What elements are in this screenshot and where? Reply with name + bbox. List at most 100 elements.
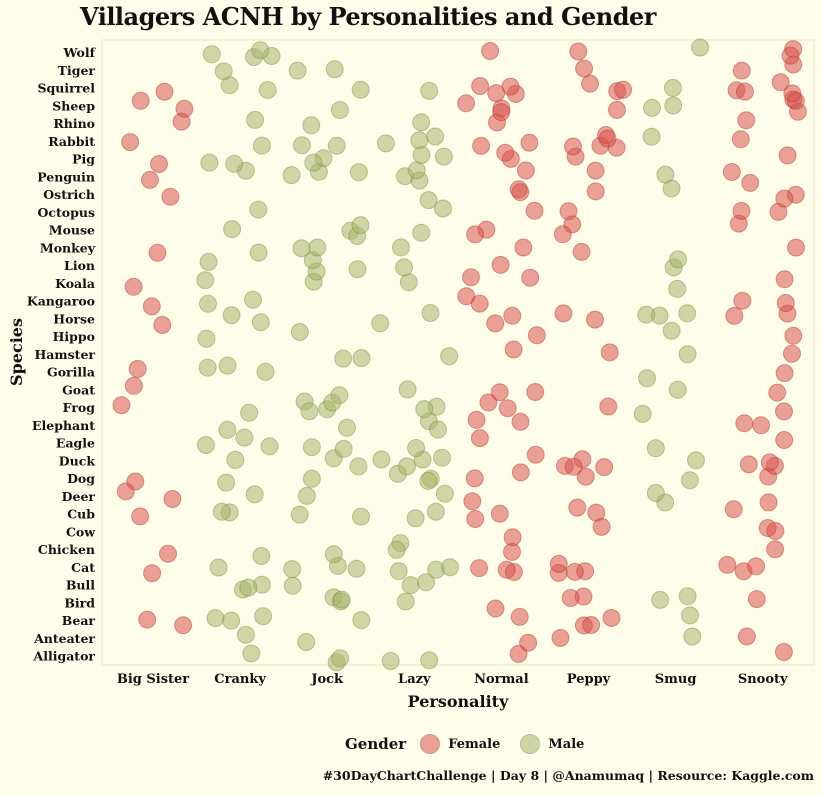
data-point-male: [290, 323, 309, 341]
data-point-male: [398, 457, 416, 476]
data-point-male: [434, 147, 453, 166]
data-point-female: [131, 507, 150, 526]
legend-label-female: Female: [448, 736, 501, 752]
data-point-male: [327, 136, 346, 155]
data-point-male: [401, 576, 420, 595]
data-point-male: [419, 191, 438, 210]
data-point-male: [351, 80, 370, 99]
legend-title: Gender: [345, 735, 407, 753]
data-point-male: [642, 127, 661, 146]
chart-caption: #30DayChartChallenge | Day 8 | @Anamumaq…: [322, 768, 814, 783]
data-point-female: [509, 644, 528, 663]
data-point-female: [466, 510, 485, 528]
data-point-female: [504, 340, 523, 359]
data-point-male: [252, 136, 271, 155]
data-point-male: [638, 369, 656, 388]
y-tick-label: Goat: [62, 382, 95, 397]
data-point-male: [407, 161, 426, 180]
data-point-male: [196, 436, 215, 454]
data-point-male: [399, 273, 418, 292]
data-point-female: [466, 225, 485, 244]
legend-label-male: Male: [548, 736, 585, 752]
data-point-female: [465, 469, 484, 488]
y-tick-label: Cow: [66, 524, 96, 539]
data-point-female: [586, 161, 605, 180]
data-point-female: [747, 557, 766, 576]
data-point-female: [126, 472, 145, 491]
data-point-female: [759, 493, 778, 512]
data-point-female: [787, 238, 805, 257]
data-point-female: [496, 143, 515, 162]
data-point-male: [236, 625, 255, 644]
data-point-male: [252, 547, 271, 565]
data-point-female: [140, 170, 159, 189]
data-point-male: [433, 448, 451, 467]
data-point-male: [240, 403, 259, 422]
y-tick-label: Lion: [64, 258, 95, 273]
data-point-female: [487, 84, 506, 103]
data-point-female: [760, 453, 779, 472]
data-point-male: [681, 606, 699, 625]
data-point-male: [223, 220, 242, 239]
y-tick-label: Penguin: [37, 169, 95, 184]
y-tick-label: Elephant: [32, 418, 95, 433]
y-tick-label: Hamster: [35, 347, 96, 362]
data-point-male: [334, 439, 353, 458]
data-point-female: [775, 189, 794, 208]
data-point-female: [737, 627, 756, 646]
y-tick-labels: Alligator Anteater Bear Bird Bull Cat Chicken C…: [27, 45, 97, 664]
y-tick-label: Squirrel: [38, 81, 96, 96]
data-point-male: [300, 402, 319, 421]
data-point-female: [112, 396, 131, 415]
x-tick-label: Big Sister: [117, 672, 189, 687]
data-point-male: [412, 223, 431, 242]
data-point-male: [426, 502, 445, 521]
data-point-male: [349, 163, 368, 182]
data-point-male: [637, 305, 656, 324]
data-point-female: [600, 343, 619, 362]
data-point-female: [553, 225, 572, 244]
data-point-male: [242, 644, 261, 663]
data-point-female: [602, 609, 621, 627]
data-point-female: [457, 287, 476, 306]
x-tick-labels: Big Sister Cranky Jock Lazy Normal Peppy Smug S…: [117, 672, 788, 687]
data-point-male: [651, 590, 670, 609]
data-point-female: [457, 94, 476, 113]
data-point-male: [348, 260, 367, 279]
data-point-male: [678, 345, 697, 364]
legend-key-female: [420, 734, 441, 754]
y-tick-label: Alligator: [33, 649, 96, 664]
data-point-male: [206, 609, 225, 628]
data-point-male: [410, 131, 429, 150]
y-tick-label: Chicken: [38, 542, 95, 557]
data-point-female: [519, 633, 538, 652]
data-point-female: [775, 402, 793, 421]
data-point-male: [664, 96, 683, 115]
data-point-female: [497, 560, 516, 579]
data-point-female: [511, 412, 530, 431]
y-tick-label: Frog: [63, 400, 96, 415]
data-point-male: [643, 98, 661, 117]
data-point-female: [492, 103, 511, 122]
y-tick-label: Octopus: [38, 205, 95, 220]
data-point-female: [138, 610, 157, 629]
data-point-male: [218, 420, 237, 439]
data-point-female: [564, 457, 583, 476]
data-point-male: [352, 611, 371, 630]
data-point-female: [491, 255, 510, 274]
data-point-male: [330, 386, 349, 405]
data-point-female: [775, 364, 794, 383]
data-point-male: [324, 545, 343, 564]
data-point-male: [302, 469, 321, 488]
data-point-male: [209, 558, 228, 577]
data-point-male: [338, 418, 356, 437]
data-point-female: [514, 238, 533, 257]
y-tick-label: Rhino: [53, 116, 95, 131]
data-point-male: [371, 314, 390, 333]
y-tick-label: Gorilla: [47, 365, 95, 380]
data-point-male: [420, 651, 439, 670]
data-point-female: [724, 500, 743, 519]
data-point-female: [582, 616, 601, 634]
data-point-female: [595, 458, 614, 477]
data-point-female: [471, 77, 490, 95]
